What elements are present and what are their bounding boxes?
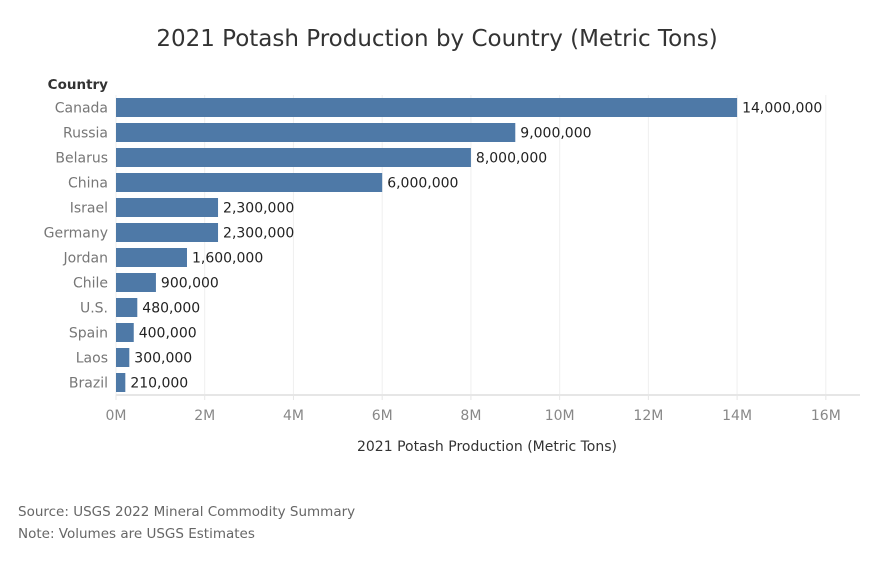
x-tick-label: 6M (372, 408, 393, 424)
bar-belarus (116, 148, 471, 167)
bar-chile (116, 273, 156, 292)
x-tick-label: 0M (106, 408, 127, 424)
data-label: 14,000,000 (742, 101, 822, 117)
data-label: 8,000,000 (476, 151, 547, 167)
category-label: Spain (69, 326, 108, 342)
x-tick-label: 16M (811, 408, 841, 424)
x-tick-label: 2M (194, 408, 215, 424)
data-label: 1,600,000 (192, 251, 263, 267)
bar-laos (116, 348, 130, 367)
bar-china (116, 173, 383, 192)
category-label: Jordan (62, 251, 108, 267)
bar-canada (116, 98, 738, 117)
x-tick-label: 8M (460, 408, 481, 424)
bar-brazil (116, 373, 126, 392)
source-note: Source: USGS 2022 Mineral Commodity Summ… (18, 504, 356, 520)
data-label: 2,300,000 (223, 201, 294, 217)
category-label: Belarus (55, 151, 108, 167)
bar-jordan (116, 248, 187, 267)
category-label: U.S. (80, 301, 108, 317)
bar-chart: 0M 2M 4M 6M 8M 10M 12M 14M 16M Country 2021 Potash… (44, 77, 860, 455)
category-label: Germany (44, 226, 108, 242)
chart-title: 2021 Potash Production by Country (Metri… (156, 26, 718, 52)
data-label: 480,000 (142, 301, 200, 317)
y-axis-title: Country (48, 77, 109, 93)
x-axis-title: 2021 Potash Production (Metric Tons) (357, 439, 617, 455)
bar-us (116, 298, 138, 317)
bar-israel (116, 198, 219, 217)
x-tick-label: 14M (722, 408, 752, 424)
data-label: 6,000,000 (387, 176, 458, 192)
category-label: Russia (63, 126, 108, 142)
category-label: Israel (70, 201, 108, 217)
data-label: 900,000 (161, 276, 219, 292)
data-label: 300,000 (134, 351, 192, 367)
data-label: 2,300,000 (223, 226, 294, 242)
category-label: Chile (73, 276, 108, 292)
data-label: 400,000 (139, 326, 197, 342)
category-label: Laos (76, 351, 108, 367)
x-tick-label: 12M (633, 408, 663, 424)
x-tick-label: 4M (283, 408, 304, 424)
x-tick-label: 10M (545, 408, 575, 424)
category-label: Brazil (69, 376, 108, 392)
bar-spain (116, 323, 134, 342)
volume-note: Note: Volumes are USGS Estimates (18, 526, 255, 542)
data-label: 210,000 (130, 376, 188, 392)
bar-russia (116, 123, 516, 142)
data-label: 9,000,000 (520, 126, 591, 142)
category-label: China (68, 176, 108, 192)
category-label: Canada (55, 101, 108, 117)
bar-germany (116, 223, 219, 242)
